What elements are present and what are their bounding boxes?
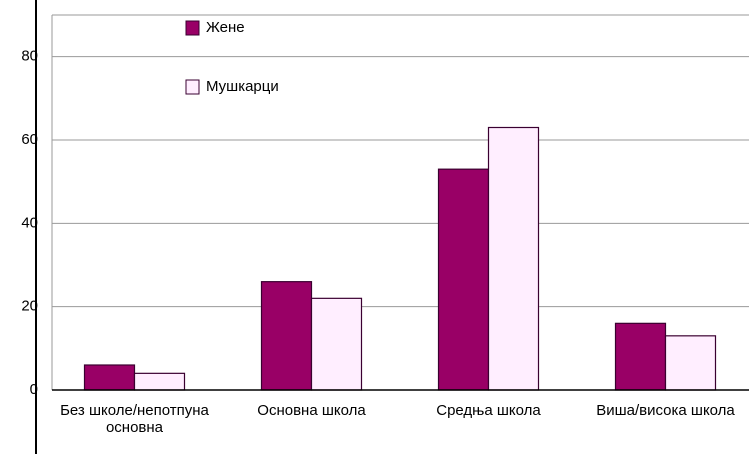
legend-label: Жене [206, 19, 245, 36]
y-tick-label: 60 [21, 131, 38, 148]
bar [614, 322, 667, 391]
bar [83, 364, 136, 391]
x-tick-label: Основна школа [257, 402, 366, 419]
y-tick-label: 20 [21, 298, 38, 315]
bar [260, 281, 313, 391]
legend-swatch [185, 20, 200, 36]
x-tick-label: Средња школа [436, 402, 541, 419]
bar [310, 297, 363, 391]
legend-label: Мушкарци [206, 78, 279, 95]
y-tick-label: 40 [21, 214, 38, 231]
bar [133, 372, 186, 391]
bar [437, 168, 490, 391]
bar [487, 126, 540, 391]
legend-swatch [185, 79, 200, 95]
x-tick-label: Виша/висока школа [596, 402, 735, 419]
y-tick-label: 0 [30, 381, 38, 398]
y-tick-label: 80 [21, 48, 38, 65]
x-tick-label: Без школе/непотпуна основна [60, 402, 209, 436]
bar [664, 335, 717, 391]
